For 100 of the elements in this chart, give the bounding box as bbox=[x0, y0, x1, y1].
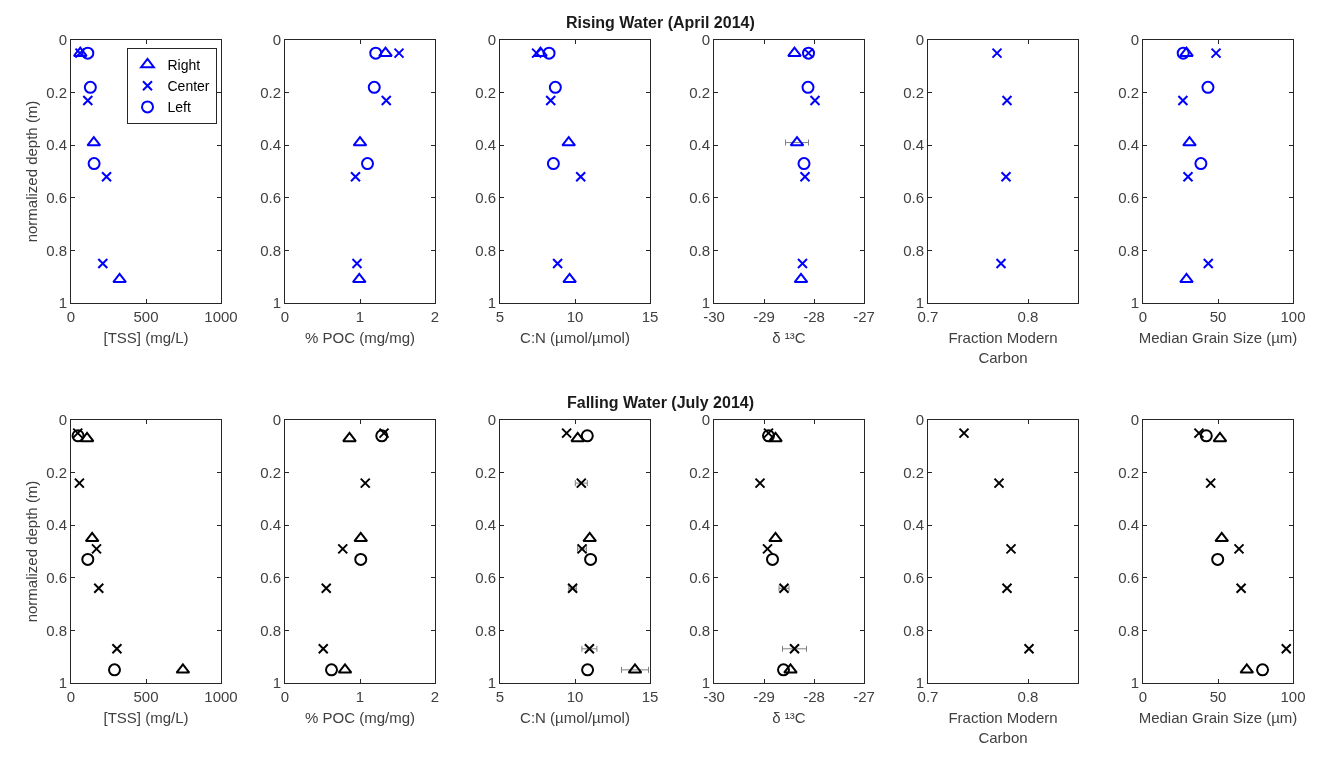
point bbox=[1000, 171, 1012, 183]
point bbox=[317, 643, 329, 655]
point bbox=[320, 582, 332, 594]
y-tick-label: 1 bbox=[487, 674, 496, 692]
y-tick-label: 0.2 bbox=[475, 83, 496, 101]
point bbox=[542, 46, 556, 60]
y-tick-label: 0.8 bbox=[903, 621, 924, 639]
point bbox=[531, 47, 543, 59]
y-tick-label: 0.8 bbox=[475, 241, 496, 259]
point bbox=[71, 429, 85, 443]
point bbox=[1256, 663, 1270, 677]
y-tick-label: 0 bbox=[701, 411, 710, 429]
point bbox=[1210, 47, 1222, 59]
point bbox=[79, 431, 95, 443]
point bbox=[552, 258, 564, 270]
point bbox=[793, 272, 809, 284]
y-tick-label: 0.2 bbox=[689, 83, 710, 101]
point bbox=[533, 46, 548, 57]
x-tick-label: 50 bbox=[1209, 308, 1227, 325]
y-axis-title: normalized depth (m) bbox=[23, 480, 41, 623]
point bbox=[993, 477, 1005, 489]
point bbox=[1179, 272, 1194, 284]
y-tick-label: 0.6 bbox=[1118, 189, 1139, 207]
point bbox=[108, 663, 121, 677]
y-tick-label: 0.6 bbox=[46, 189, 67, 207]
point bbox=[361, 157, 374, 171]
y-tick-label: 0 bbox=[487, 31, 496, 49]
x-tick-label: 15 bbox=[641, 688, 659, 705]
x-axis-title: % POC (mg/mg) bbox=[304, 709, 416, 726]
point bbox=[1193, 427, 1205, 439]
y-tick-label: 0.2 bbox=[260, 83, 281, 101]
y-tick-label: 0.6 bbox=[903, 569, 924, 587]
y-tick-label: 0.8 bbox=[1118, 621, 1139, 639]
y-tick-label: 0.2 bbox=[260, 463, 281, 481]
point bbox=[72, 427, 84, 439]
point bbox=[342, 431, 357, 443]
x-axis-title: Median Grain Size (µm) bbox=[1138, 329, 1298, 346]
point bbox=[1233, 543, 1245, 555]
point bbox=[369, 46, 383, 60]
chart-title: Rising Water (April 2014) bbox=[566, 14, 755, 31]
y-tick-label: 0.2 bbox=[475, 463, 496, 481]
y-tick-label: 0.2 bbox=[1118, 463, 1139, 481]
y-tick-label: 0 bbox=[1130, 31, 1139, 49]
point bbox=[584, 552, 598, 566]
point bbox=[548, 80, 562, 94]
y-tick-label: 0 bbox=[487, 411, 496, 429]
point bbox=[375, 429, 389, 443]
x-tick-label: -28 bbox=[803, 688, 825, 705]
point bbox=[111, 643, 123, 655]
x-axis-title: C:N (µmol/µmol) bbox=[520, 709, 630, 726]
y-tick-label: 1 bbox=[1130, 674, 1139, 692]
y-tick-label: 0.8 bbox=[903, 241, 924, 259]
y-tick-label: 0.8 bbox=[689, 241, 710, 259]
point bbox=[958, 427, 970, 439]
point bbox=[1194, 157, 1208, 171]
point bbox=[81, 552, 95, 566]
point bbox=[351, 272, 367, 284]
point bbox=[1179, 46, 1194, 57]
y-tick-label: 0.2 bbox=[46, 463, 67, 481]
point bbox=[768, 431, 783, 443]
point bbox=[1235, 582, 1247, 594]
y-tick-label: 0 bbox=[1130, 411, 1139, 429]
point bbox=[570, 431, 586, 443]
y-tick-label: 0.4 bbox=[1118, 136, 1139, 154]
y-tick-label: 0 bbox=[915, 411, 924, 429]
x-axis-title: C:N (µmol/µmol) bbox=[520, 329, 630, 346]
y-tick-label: 0 bbox=[915, 31, 924, 49]
y-tick-label: 0.6 bbox=[260, 189, 281, 207]
y-tick-label: 0 bbox=[272, 411, 281, 429]
x-tick-label: 500 bbox=[133, 308, 159, 325]
point bbox=[1212, 431, 1228, 443]
point bbox=[561, 427, 573, 439]
point bbox=[359, 477, 371, 489]
y-tick-label: 1 bbox=[1130, 294, 1139, 312]
y-tick-label: 1 bbox=[272, 674, 281, 692]
y-tick-label: 0 bbox=[58, 31, 67, 49]
point bbox=[1001, 582, 1013, 594]
x-tick-label: 5 bbox=[495, 308, 505, 325]
point bbox=[1001, 94, 1013, 106]
y-axis-title: normalized depth (m) bbox=[23, 100, 41, 243]
y-tick-label: 0.8 bbox=[689, 621, 710, 639]
legend-label: Left bbox=[167, 99, 191, 116]
y-tick-label: 1 bbox=[58, 674, 67, 692]
point bbox=[545, 94, 557, 106]
point bbox=[1176, 46, 1190, 60]
x-axis-title: % POC (mg/mg) bbox=[304, 329, 416, 346]
y-tick-label: 0 bbox=[58, 411, 67, 429]
point bbox=[991, 47, 1003, 59]
point bbox=[562, 272, 577, 284]
x-tick-label: 2 bbox=[430, 688, 440, 705]
y-tick-label: 0 bbox=[701, 31, 710, 49]
y-tick-label: 0.6 bbox=[260, 569, 281, 587]
x-tick-label: 2 bbox=[430, 308, 440, 325]
point bbox=[84, 531, 100, 543]
point bbox=[1182, 171, 1194, 183]
x-tick-label: 500 bbox=[133, 688, 159, 705]
point bbox=[325, 663, 338, 677]
point bbox=[575, 171, 587, 183]
point bbox=[789, 643, 800, 655]
y-tick-label: 0.6 bbox=[689, 189, 710, 207]
